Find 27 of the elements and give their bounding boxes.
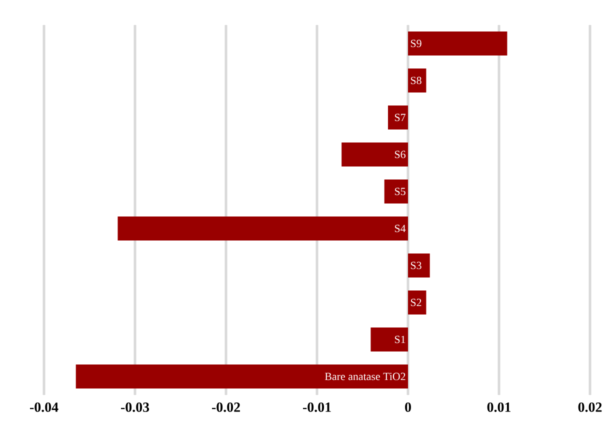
bar [408,31,508,56]
x-tick-label: 0.01 [487,402,510,412]
bar [408,253,430,278]
y-tick-label: S3 [410,262,422,270]
y-tick-label: S5 [394,188,406,196]
x-tick-label: -0.03 [120,402,150,412]
x-tick-label: 0 [405,402,411,412]
bar [76,364,408,388]
bar [118,216,408,240]
bar [388,105,408,130]
y-tick-label: S9 [410,40,422,48]
y-tick-label: S6 [394,150,406,158]
x-tick-label: 0.02 [578,402,602,412]
bar [342,142,408,166]
y-tick-label: S2 [410,298,422,306]
bar [384,179,408,204]
y-tick-label: S7 [394,114,406,122]
x-tick-label: -0.02 [212,402,240,412]
bar [408,68,426,92]
y-tick-label: S1 [394,336,406,344]
x-tick-label: -0.01 [302,402,331,412]
y-tick-label: S8 [410,76,422,84]
y-tick-label: S4 [394,224,406,232]
bar [370,327,408,352]
y-tick-label: Bare anatase TiO2 [324,372,406,380]
bar [408,290,426,314]
x-tick-label: -0.04 [30,402,58,412]
